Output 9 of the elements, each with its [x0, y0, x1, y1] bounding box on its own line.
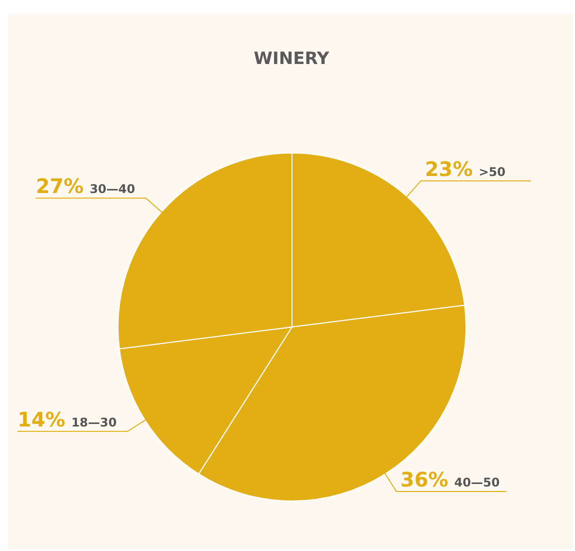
slice-label: 30—40 — [90, 182, 136, 196]
slice-label: >50 — [478, 164, 506, 179]
data-label: 14% — [17, 407, 66, 432]
slice-label: 18—30 — [71, 415, 117, 430]
slice-label: 40—50 — [454, 476, 500, 490]
data-label: 27% — [36, 174, 84, 198]
data-label: 23% — [424, 156, 473, 181]
chart-title: WINERY — [254, 49, 330, 69]
data-label: 36% — [400, 468, 448, 492]
